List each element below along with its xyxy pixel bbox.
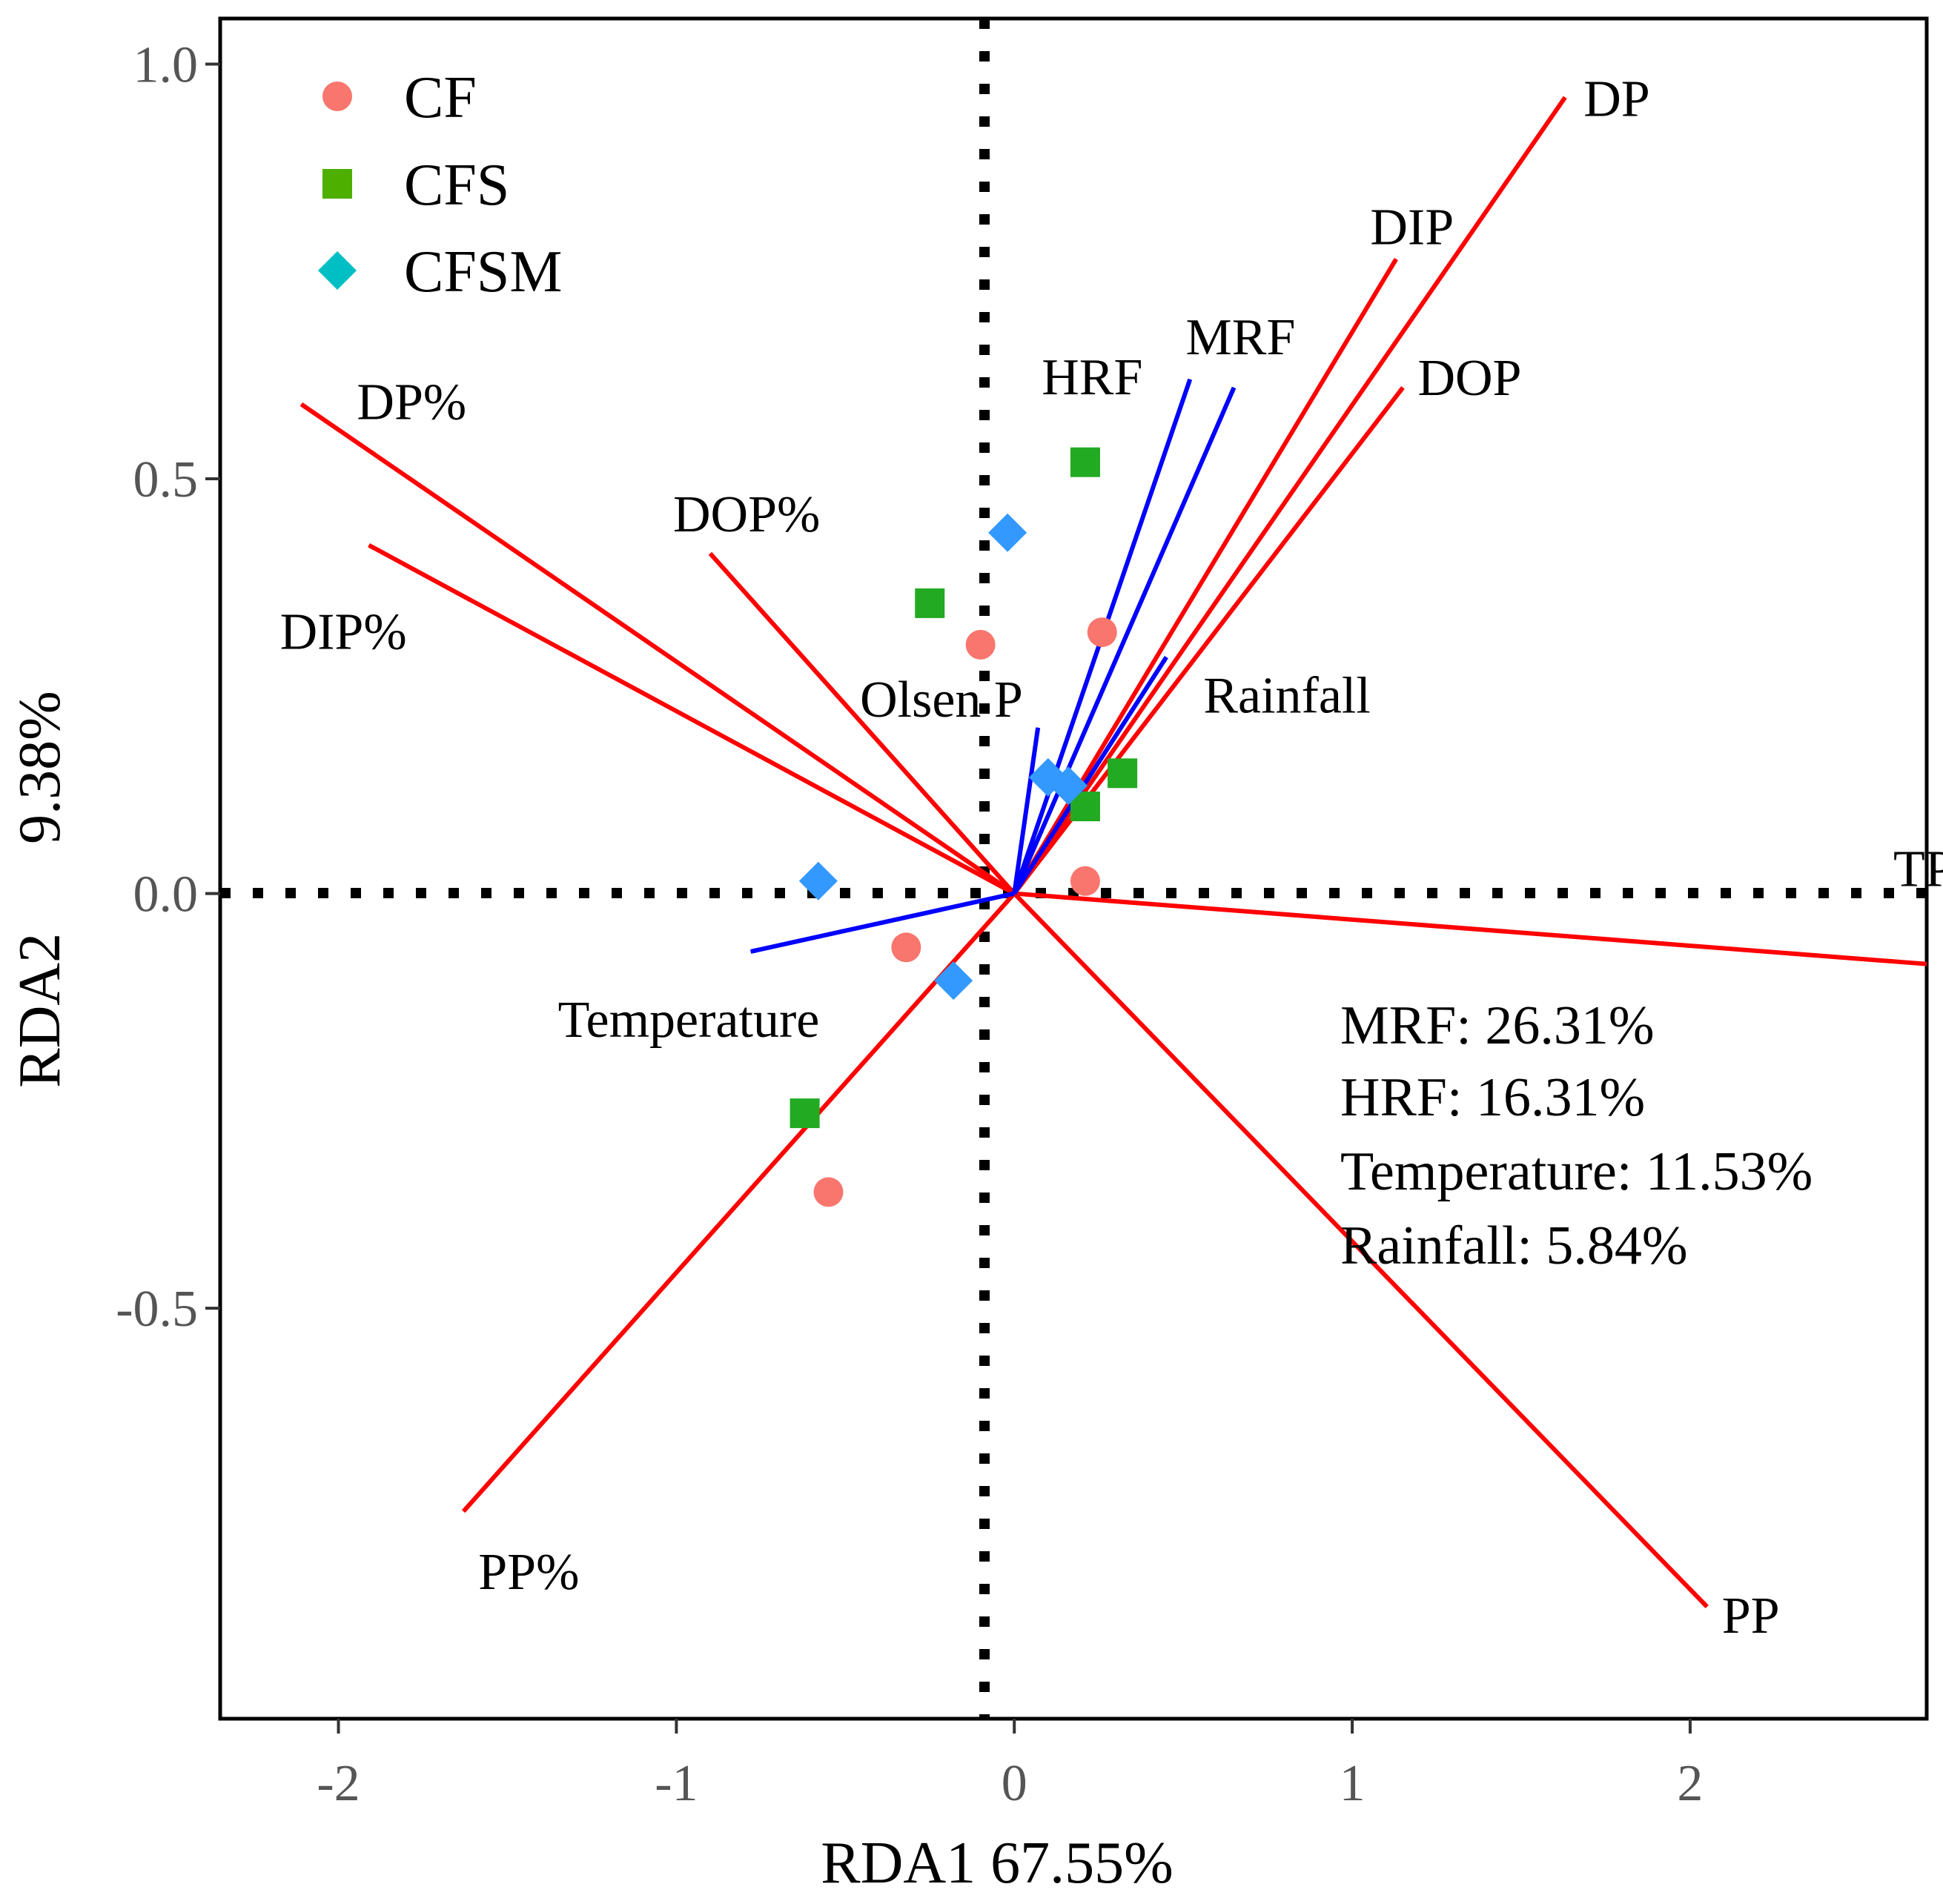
point-cf (891, 932, 921, 963)
legend-label-cf: CF (404, 65, 477, 130)
point-cf (1070, 866, 1100, 896)
annotation-hrf: HRF: 16.31% (1340, 1067, 1645, 1128)
point-cf (965, 629, 996, 660)
arrow-label-olsen-p: Olsen P (860, 671, 1023, 729)
arrow-label-pp: PP (1722, 1588, 1780, 1645)
plot-panel (218, 16, 1929, 1721)
arrow-label-rainfall: Rainfall (1203, 668, 1370, 725)
explanatory-arrows: HRF MRF Rainfall Olsen P Temperature (558, 309, 1371, 1049)
arrow-rainfall (1012, 656, 1168, 895)
x-tick-label: 0 (1002, 1755, 1027, 1812)
arrow-dp-pct (299, 402, 1016, 896)
annotation-temperature: Temperature: 11.53% (1340, 1141, 1813, 1202)
x-axis-title: RDA1 67.55% (821, 1831, 1174, 1896)
legend-label-cfs: CFS (404, 153, 509, 218)
point-cf (1087, 617, 1117, 648)
point-cfs (915, 588, 945, 618)
x-tick-label: -2 (317, 1755, 360, 1812)
y-tick-label: 0.5 (133, 451, 199, 508)
arrow-label-temperature: Temperature (558, 992, 820, 1049)
response-arrows: DP DIP DOP TP PP DP% DIP% DOP% PP% (280, 70, 1943, 1645)
legend: CF CFS CFSM (318, 65, 562, 305)
arrow-label-pp-pct: PP% (478, 1544, 579, 1601)
sample-points (790, 447, 1138, 1207)
plot-border (218, 16, 1929, 1721)
arrow-label-mrf: MRF (1186, 309, 1296, 366)
point-cfsm (1049, 766, 1088, 806)
arrow-pp (1013, 892, 1709, 1609)
arrow-dop-pct (708, 551, 1016, 895)
arrow-tp (1013, 891, 1927, 966)
point-cfs (790, 1098, 820, 1129)
point-cfsm (988, 513, 1027, 552)
arrow-label-dop-pct: DOP% (673, 486, 820, 543)
x-tick-label: -1 (655, 1755, 698, 1812)
y-axis: -0.5 0.0 0.5 1.0 (116, 37, 220, 1338)
annotation-rainfall: Rainfall: 5.84% (1340, 1215, 1688, 1276)
variance-annotations: MRF: 26.31% HRF: 16.31% Temperature: 11.… (1340, 995, 1813, 1276)
arrow-label-dip: DIP (1370, 199, 1454, 256)
x-tick-label: 1 (1340, 1755, 1366, 1812)
point-cfs (1070, 447, 1100, 477)
arrow-dip-pct (368, 543, 1016, 896)
legend-key-cfsm (318, 251, 357, 290)
x-axis: -2 -1 0 1 2 (317, 1719, 1703, 1812)
arrow-label-dip-pct: DIP% (280, 604, 407, 661)
y-tick-label: 0.0 (133, 866, 199, 923)
arrow-olsen-p (1012, 727, 1041, 894)
arrow-label-dop: DOP (1417, 350, 1521, 407)
arrow-label-hrf: HRF (1042, 349, 1142, 406)
point-cf (813, 1177, 844, 1207)
y-tick-label: -0.5 (116, 1281, 198, 1338)
arrow-label-tp: TP (1893, 841, 1943, 898)
point-cfs (1108, 758, 1138, 789)
legend-label-cfsm: CFSM (404, 239, 562, 305)
point-cfsm (934, 961, 973, 1001)
arrow-label-dp-pct: DP% (357, 374, 466, 431)
point-cfsm (798, 861, 838, 900)
arrow-temperature (749, 891, 1015, 954)
y-axis-title: RDA2 9.38% (7, 691, 73, 1088)
arrow-label-dp: DP (1583, 70, 1649, 127)
arrow-pp-pct (461, 892, 1016, 1513)
arrow-mrf (1012, 386, 1237, 895)
arrow-dp (1012, 96, 1567, 895)
x-tick-label: 2 (1677, 1755, 1703, 1812)
y-tick-label: 1.0 (133, 37, 199, 94)
legend-key-cf (322, 82, 352, 111)
annotation-mrf: MRF: 26.31% (1340, 995, 1655, 1056)
legend-key-cfs (322, 169, 352, 199)
